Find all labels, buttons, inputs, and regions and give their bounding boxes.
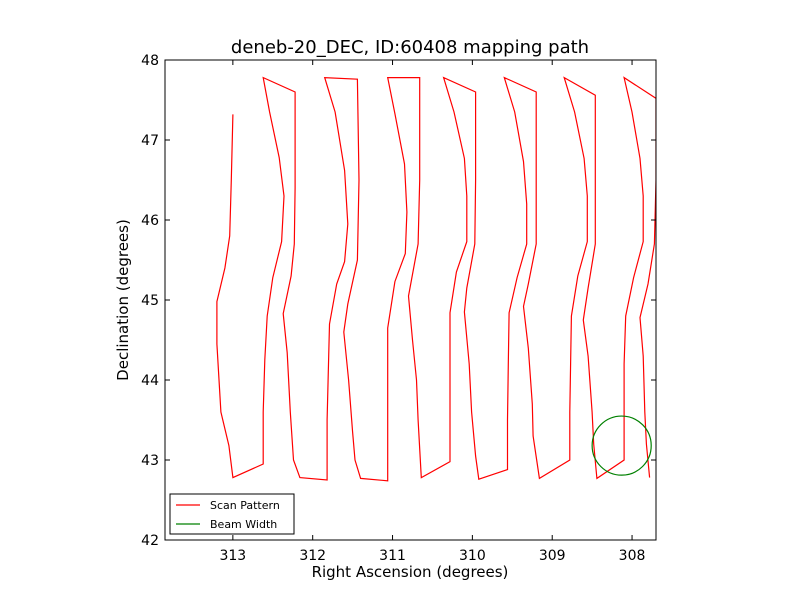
- y-tick-label: 42: [141, 533, 159, 549]
- x-tick-label: 313: [219, 548, 246, 564]
- y-tick-label: 44: [141, 373, 159, 389]
- scan-pattern-line: [216, 76, 656, 482]
- y-tick-label: 48: [141, 53, 159, 69]
- y-axis-label: Declination (degrees): [114, 219, 132, 381]
- y-tick-label: 45: [141, 293, 159, 309]
- x-tick-label: 308: [619, 548, 646, 564]
- legend-box: [169, 493, 295, 535]
- legend-label: Scan Pattern: [210, 499, 280, 512]
- y-axis: 42 43 44 45 46 47 48: [141, 53, 656, 549]
- y-tick-label: 46: [141, 213, 159, 229]
- y-tick-label: 47: [141, 133, 159, 149]
- x-axis: 313 312 311 310 309 308: [219, 60, 645, 564]
- data-layer: [216, 76, 656, 482]
- x-tick-label: 310: [459, 548, 486, 564]
- beam-width-circle: [591, 415, 652, 476]
- legend: Scan Pattern Beam Width: [169, 493, 295, 535]
- legend-label: Beam Width: [210, 518, 277, 531]
- y-tick-label: 43: [141, 453, 159, 469]
- x-tick-label: 311: [379, 548, 406, 564]
- x-tick-label: 309: [539, 548, 566, 564]
- x-tick-label: 312: [299, 548, 326, 564]
- chart-title: deneb-20_DEC, ID:60408 mapping path: [231, 37, 589, 58]
- x-axis-label: Right Ascension (degrees): [312, 563, 509, 581]
